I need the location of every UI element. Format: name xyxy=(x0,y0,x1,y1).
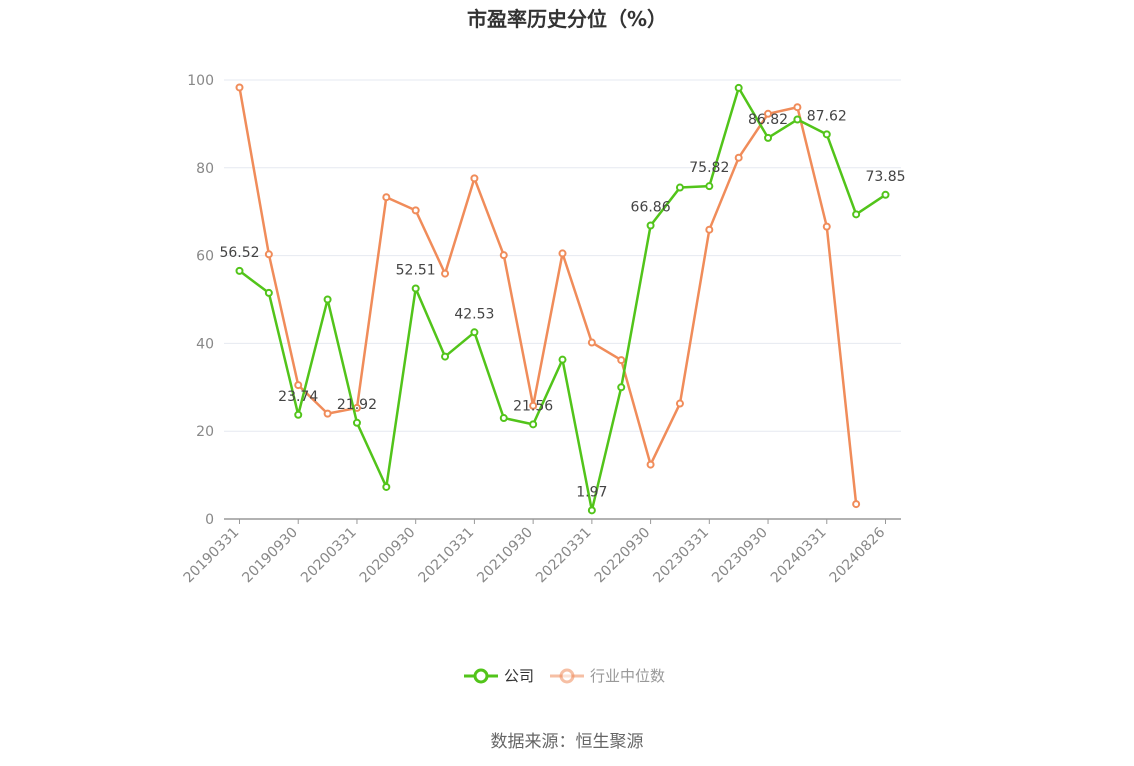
data-point[interactable] xyxy=(646,460,655,469)
x-tick-label: 20190930 xyxy=(239,525,301,587)
y-tick-label: 60 xyxy=(196,249,214,265)
data-point[interactable] xyxy=(382,482,391,491)
data-point[interactable] xyxy=(323,409,332,418)
data-point[interactable] xyxy=(411,284,420,293)
data-point[interactable] xyxy=(441,352,450,361)
data-label: 56.52 xyxy=(219,245,259,261)
x-tick-label: 20190331 xyxy=(181,525,243,587)
data-label: 21.56 xyxy=(513,398,553,414)
data-point[interactable] xyxy=(705,182,714,191)
data-point[interactable] xyxy=(617,383,626,392)
x-axis: 2019033120190930202003312020093020210331… xyxy=(181,518,901,587)
data-label: 23.74 xyxy=(278,389,318,405)
data-point[interactable] xyxy=(441,269,450,278)
data-point[interactable] xyxy=(529,420,538,429)
y-tick-label: 40 xyxy=(196,336,214,352)
data-labels: 56.52 23.74 21.92 52.51 42.53 21.56 1.97 66.86 7… xyxy=(219,108,905,500)
y-tick-label: 80 xyxy=(196,161,214,177)
x-tick-label: 20240826 xyxy=(827,524,889,586)
legend[interactable]: 公司 行业中位数 xyxy=(464,667,665,685)
series-1 xyxy=(235,83,861,509)
data-point[interactable] xyxy=(675,399,684,408)
data-point[interactable] xyxy=(764,133,773,142)
data-point[interactable] xyxy=(264,250,273,259)
x-tick-label: 20210331 xyxy=(416,525,478,587)
data-point[interactable] xyxy=(411,206,420,215)
data-source: 数据来源：恒生聚源 xyxy=(491,732,644,752)
data-label: 1.97 xyxy=(576,484,607,500)
x-tick-label: 20220331 xyxy=(533,525,595,587)
y-axis: 0 20 40 60 80 100 xyxy=(187,73,214,528)
legend-item-company[interactable]: 公司 xyxy=(464,667,534,685)
legend-marker-icon xyxy=(559,668,575,684)
data-label: 86.82 xyxy=(748,112,788,128)
data-label: 21.92 xyxy=(337,397,377,413)
data-point[interactable] xyxy=(646,221,655,230)
data-point[interactable] xyxy=(587,338,596,347)
x-tick-label: 20200331 xyxy=(298,525,360,587)
data-point[interactable] xyxy=(499,251,508,260)
y-tick-label: 100 xyxy=(187,73,214,89)
data-point[interactable] xyxy=(558,355,567,364)
data-point[interactable] xyxy=(470,328,479,337)
data-point[interactable] xyxy=(558,249,567,258)
data-point[interactable] xyxy=(822,222,831,231)
data-label: 66.86 xyxy=(631,199,671,215)
data-point[interactable] xyxy=(382,193,391,202)
data-point[interactable] xyxy=(764,109,773,118)
x-tick-label: 20210930 xyxy=(474,525,536,587)
data-label: 52.51 xyxy=(396,262,436,278)
data-point[interactable] xyxy=(264,288,273,297)
data-point[interactable] xyxy=(587,506,596,515)
series-line xyxy=(238,87,858,505)
x-tick-label: 20230331 xyxy=(650,525,712,587)
y-tick-label: 0 xyxy=(205,512,214,528)
data-label: 42.53 xyxy=(454,306,494,322)
x-tick-label: 20200930 xyxy=(357,525,419,587)
series-0 xyxy=(235,83,890,515)
data-point[interactable] xyxy=(529,401,538,410)
legend-label-company: 公司 xyxy=(504,667,534,685)
series-line xyxy=(238,86,887,512)
data-point[interactable] xyxy=(822,130,831,139)
data-point[interactable] xyxy=(617,356,626,365)
data-point[interactable] xyxy=(793,115,802,124)
data-point[interactable] xyxy=(294,381,303,390)
data-point[interactable] xyxy=(470,174,479,183)
data-point[interactable] xyxy=(734,83,743,92)
legend-item-industry-median[interactable]: 行业中位数 xyxy=(550,667,665,685)
data-label: 87.62 xyxy=(807,108,847,124)
data-label: 75.82 xyxy=(689,160,729,176)
legend-label-industry-median: 行业中位数 xyxy=(590,667,665,685)
data-point[interactable] xyxy=(852,210,861,219)
data-point[interactable] xyxy=(294,410,303,419)
x-tick-label: 20230930 xyxy=(709,525,771,587)
data-point[interactable] xyxy=(852,500,861,509)
data-point[interactable] xyxy=(352,418,361,427)
data-label: 73.85 xyxy=(865,169,905,185)
x-tick-label: 20240331 xyxy=(768,525,830,587)
chart-title: 市盈率历史分位（%） xyxy=(467,7,667,31)
x-tick-label: 20220930 xyxy=(592,525,654,587)
data-point[interactable] xyxy=(235,83,244,92)
series-layer xyxy=(235,83,890,515)
data-point[interactable] xyxy=(793,103,802,112)
data-point[interactable] xyxy=(734,153,743,162)
data-point[interactable] xyxy=(499,414,508,423)
data-point[interactable] xyxy=(705,225,714,234)
legend-marker-icon xyxy=(473,668,489,684)
data-point[interactable] xyxy=(235,266,244,275)
data-point[interactable] xyxy=(323,295,332,304)
data-point[interactable] xyxy=(675,183,684,192)
data-point[interactable] xyxy=(881,190,890,199)
y-tick-label: 20 xyxy=(196,424,214,440)
